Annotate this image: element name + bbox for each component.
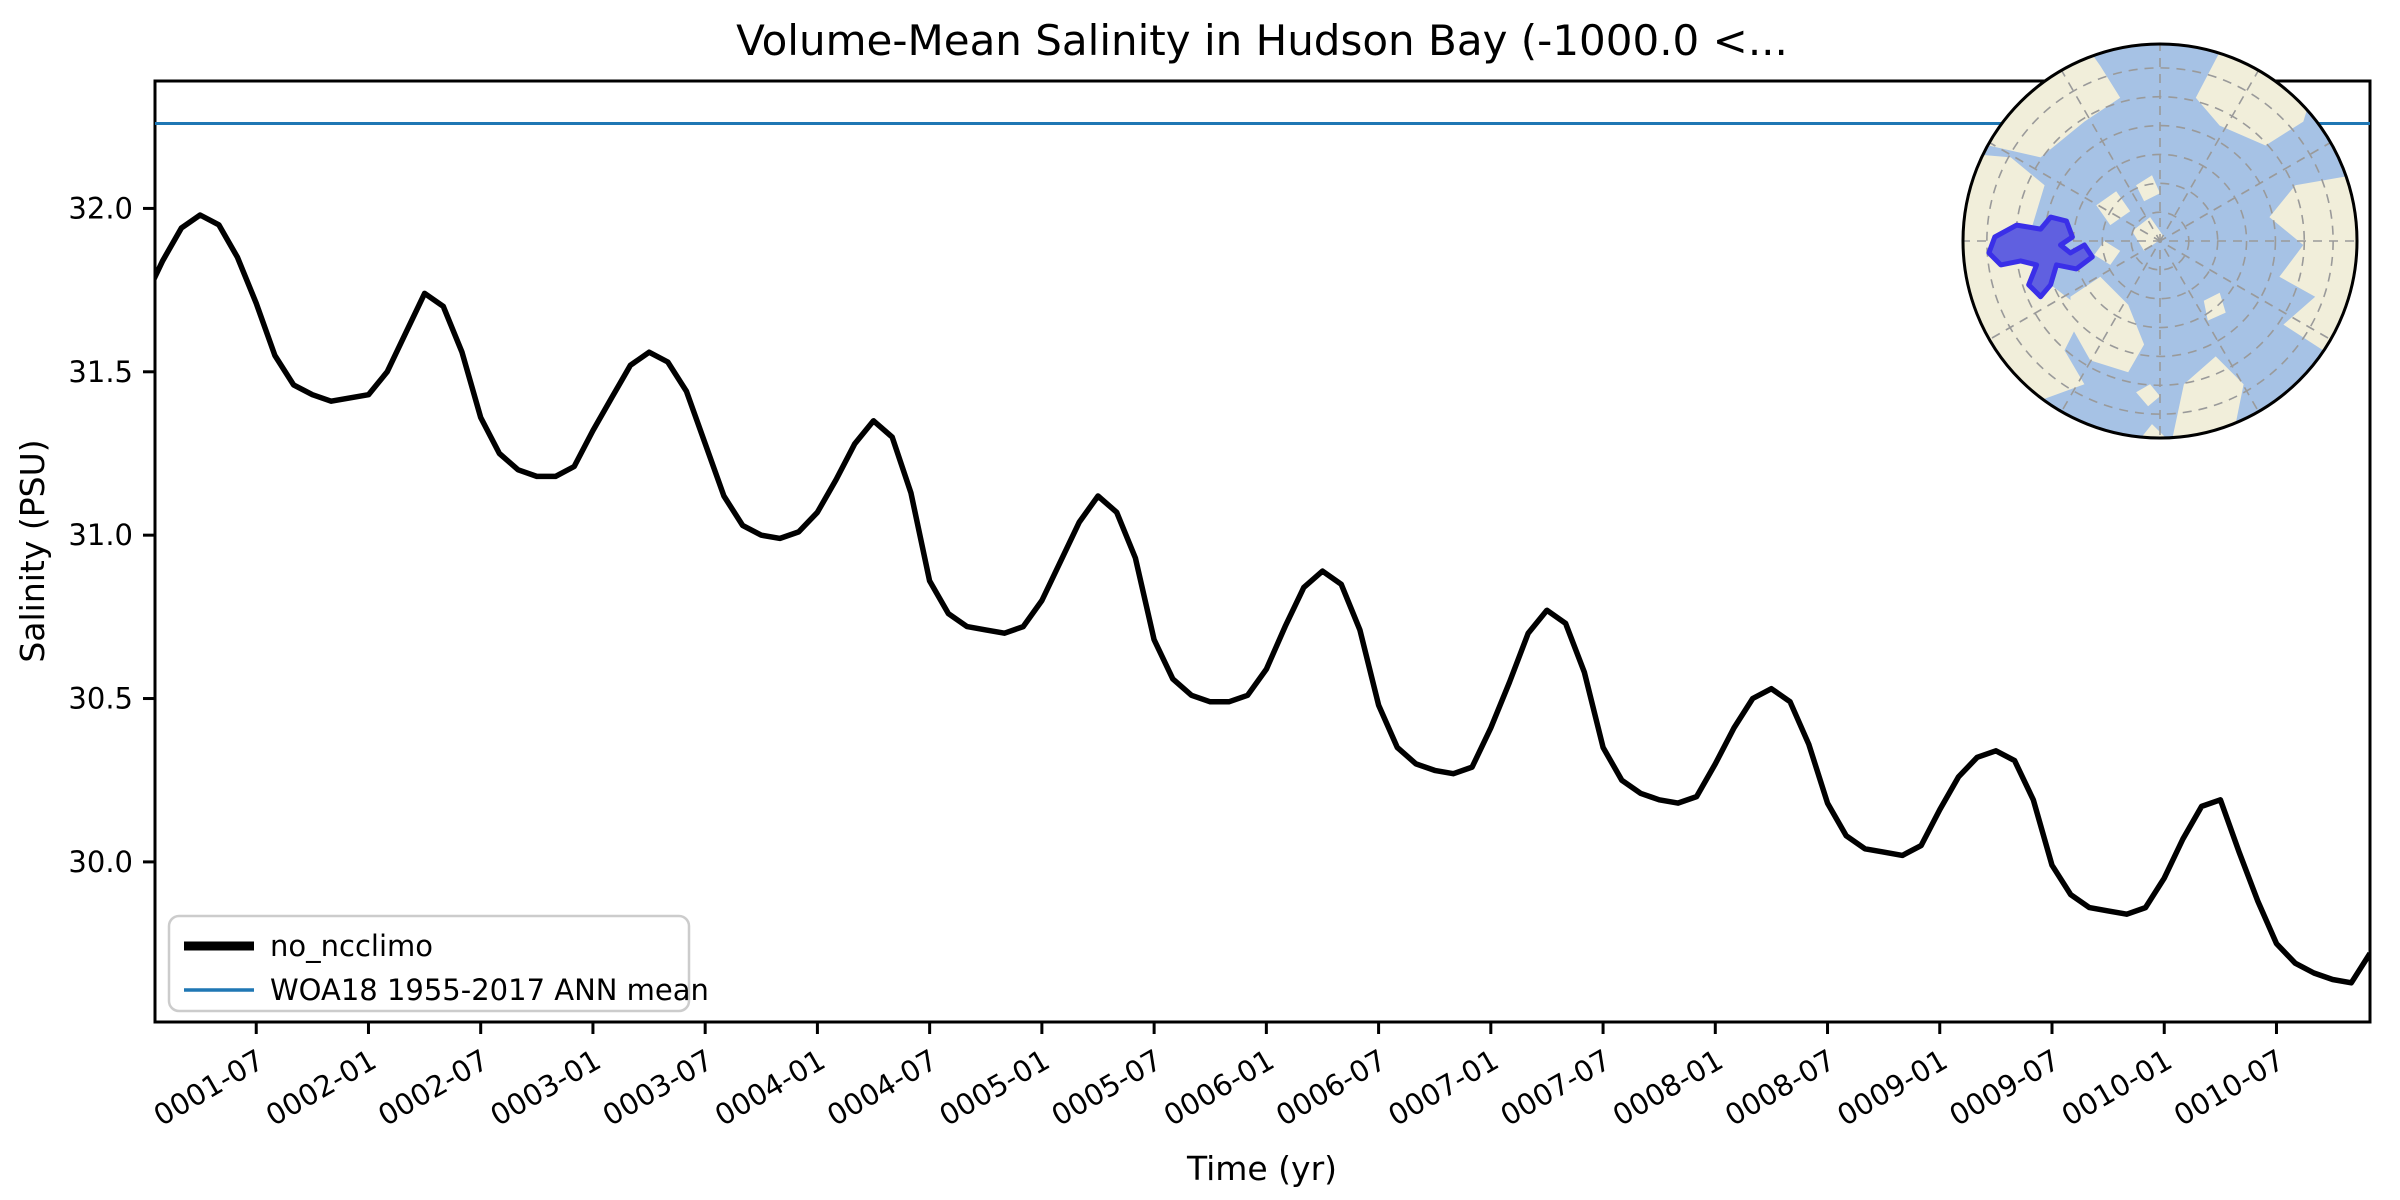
no-ncclimo-line [155,212,2370,986]
x-tick-label: 0001-07 [148,1043,270,1133]
x-tick-label: 0008-07 [1719,1043,1841,1133]
x-tick-label: 0005-07 [1046,1043,1168,1133]
x-tick-label: 0004-07 [821,1043,943,1133]
x-axis-label: Time (yr) [1186,1149,1337,1188]
x-tick-label: 0009-01 [1831,1043,1953,1133]
x-tick-label: 0008-01 [1607,1043,1729,1133]
y-axis-label: Salinity (PSU) [13,439,52,662]
legend-label-no-ncclimo: no_ncclimo [270,929,433,963]
x-tick-label: 0006-01 [1158,1043,1280,1133]
y-tick-label: 31.5 [68,355,133,389]
legend-box [167,914,691,1013]
inset-map [1961,42,2359,440]
x-tick-label: 0010-01 [2056,1043,2178,1133]
map-hudson-bay-highlight [1986,214,2095,300]
x-tick-label: 0002-07 [372,1043,494,1133]
y-tick-label: 32.0 [68,191,133,225]
x-tick-label: 0003-07 [597,1043,719,1133]
y-tick-label: 31.0 [68,518,133,552]
x-tick-label: 0009-07 [1944,1043,2066,1133]
x-axis-ticks: 0001-070002-010002-070003-010003-070004-… [148,1022,2290,1133]
legend-label-woa18: WOA18 1955-2017 ANN mean [270,973,709,1007]
x-tick-label: 0010-07 [2168,1043,2290,1133]
legend: no_ncclimo WOA18 1955-2017 ANN mean [167,914,709,1013]
y-tick-label: 30.5 [68,682,133,716]
chart-title: Volume-Mean Salinity in Hudson Bay (-100… [736,16,1788,65]
x-tick-label: 0003-01 [485,1043,607,1133]
plot-frame [153,79,2372,1024]
x-tick-label: 0007-07 [1495,1043,1617,1133]
x-tick-label: 0005-01 [933,1043,1055,1133]
y-axis-ticks: 32.0 31.5 31.0 30.5 30.0 [68,191,155,879]
x-tick-label: 0006-07 [1270,1043,1392,1133]
y-tick-label: 30.0 [68,845,133,879]
x-tick-label: 0007-01 [1382,1043,1504,1133]
x-tick-label: 0004-01 [709,1043,831,1133]
x-tick-label: 0002-01 [260,1043,382,1133]
map-border [1961,42,2359,440]
